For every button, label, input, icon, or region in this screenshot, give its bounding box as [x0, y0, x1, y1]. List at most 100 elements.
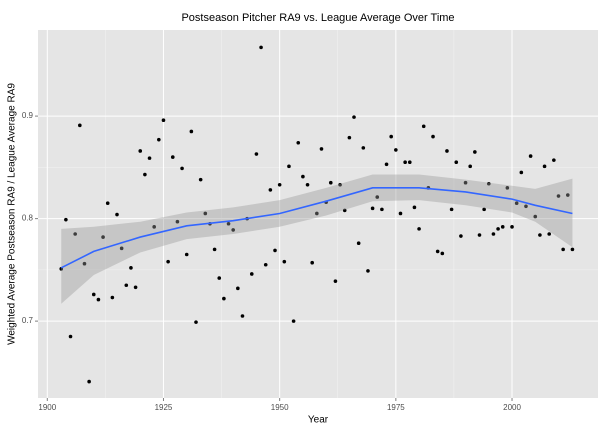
point	[370, 206, 375, 211]
point	[212, 247, 217, 252]
x-tick-label: 2000	[503, 403, 521, 412]
chart-title: Postseason Pitcher RA9 vs. League Averag…	[181, 12, 454, 24]
point	[143, 172, 147, 177]
point	[375, 195, 380, 199]
point	[352, 115, 356, 119]
point	[570, 247, 575, 252]
point	[78, 123, 82, 128]
point	[87, 379, 91, 384]
point	[277, 182, 282, 187]
smooth-line	[60, 187, 573, 269]
point	[468, 164, 472, 169]
point	[328, 180, 333, 185]
point	[556, 194, 561, 198]
x-tick-label: 1950	[271, 403, 289, 412]
point	[138, 149, 143, 153]
point	[533, 214, 538, 219]
point	[73, 232, 77, 236]
point	[319, 147, 324, 151]
x-tick-label: 1925	[155, 403, 173, 412]
point	[240, 314, 245, 318]
point	[473, 150, 477, 154]
point	[454, 160, 459, 165]
point	[366, 269, 370, 273]
point	[315, 211, 319, 216]
point	[282, 259, 287, 264]
point	[463, 180, 468, 185]
point	[431, 134, 435, 139]
point	[222, 296, 226, 301]
point	[157, 137, 161, 142]
point	[124, 283, 129, 288]
point	[496, 227, 500, 231]
point	[440, 251, 445, 256]
point	[203, 211, 208, 216]
point	[184, 252, 189, 257]
point	[68, 334, 73, 339]
point	[170, 155, 175, 159]
point	[198, 177, 203, 182]
point	[291, 319, 296, 323]
point	[236, 286, 240, 291]
point	[435, 249, 440, 254]
point	[175, 219, 180, 224]
y-tick-label: 0.7	[22, 316, 34, 325]
point	[347, 135, 352, 140]
point	[273, 248, 277, 253]
point	[384, 162, 389, 167]
point	[565, 193, 570, 197]
point	[361, 146, 366, 150]
point	[356, 241, 361, 246]
point	[161, 118, 166, 123]
point	[268, 188, 273, 192]
point	[91, 292, 96, 297]
point	[561, 247, 565, 252]
point	[477, 233, 482, 237]
point	[510, 225, 514, 229]
point	[147, 156, 152, 160]
point	[194, 320, 198, 324]
point	[333, 279, 338, 283]
point	[296, 140, 301, 145]
y-tick-label: 0.8	[22, 214, 34, 223]
point	[110, 295, 115, 300]
point	[407, 160, 412, 165]
point	[412, 205, 417, 210]
point	[101, 235, 105, 239]
point	[445, 149, 449, 153]
point	[263, 262, 268, 267]
x-tick-label: 1975	[387, 403, 405, 412]
point	[249, 272, 254, 276]
point	[380, 207, 384, 212]
point	[459, 234, 463, 238]
point	[287, 164, 291, 169]
point	[528, 154, 533, 158]
point	[133, 285, 138, 290]
point	[403, 160, 407, 165]
point	[514, 201, 519, 206]
point	[552, 158, 556, 162]
point	[305, 182, 310, 187]
x-tick-label: 1900	[38, 403, 56, 412]
point	[231, 228, 235, 232]
point	[129, 266, 133, 270]
point	[152, 225, 156, 229]
y-tick-label: 0.9	[22, 111, 34, 120]
point	[547, 232, 552, 236]
point	[519, 170, 524, 175]
point	[96, 297, 101, 302]
point	[505, 186, 510, 190]
point	[226, 221, 231, 226]
point	[449, 207, 454, 212]
point	[105, 201, 110, 206]
point	[417, 227, 421, 231]
point	[542, 164, 547, 169]
point	[180, 166, 184, 171]
point	[217, 276, 222, 280]
point	[82, 261, 87, 266]
point	[115, 212, 119, 217]
point	[64, 217, 68, 222]
y-axis-title: Weighted Average Postseason RA9 / League…	[7, 83, 18, 345]
